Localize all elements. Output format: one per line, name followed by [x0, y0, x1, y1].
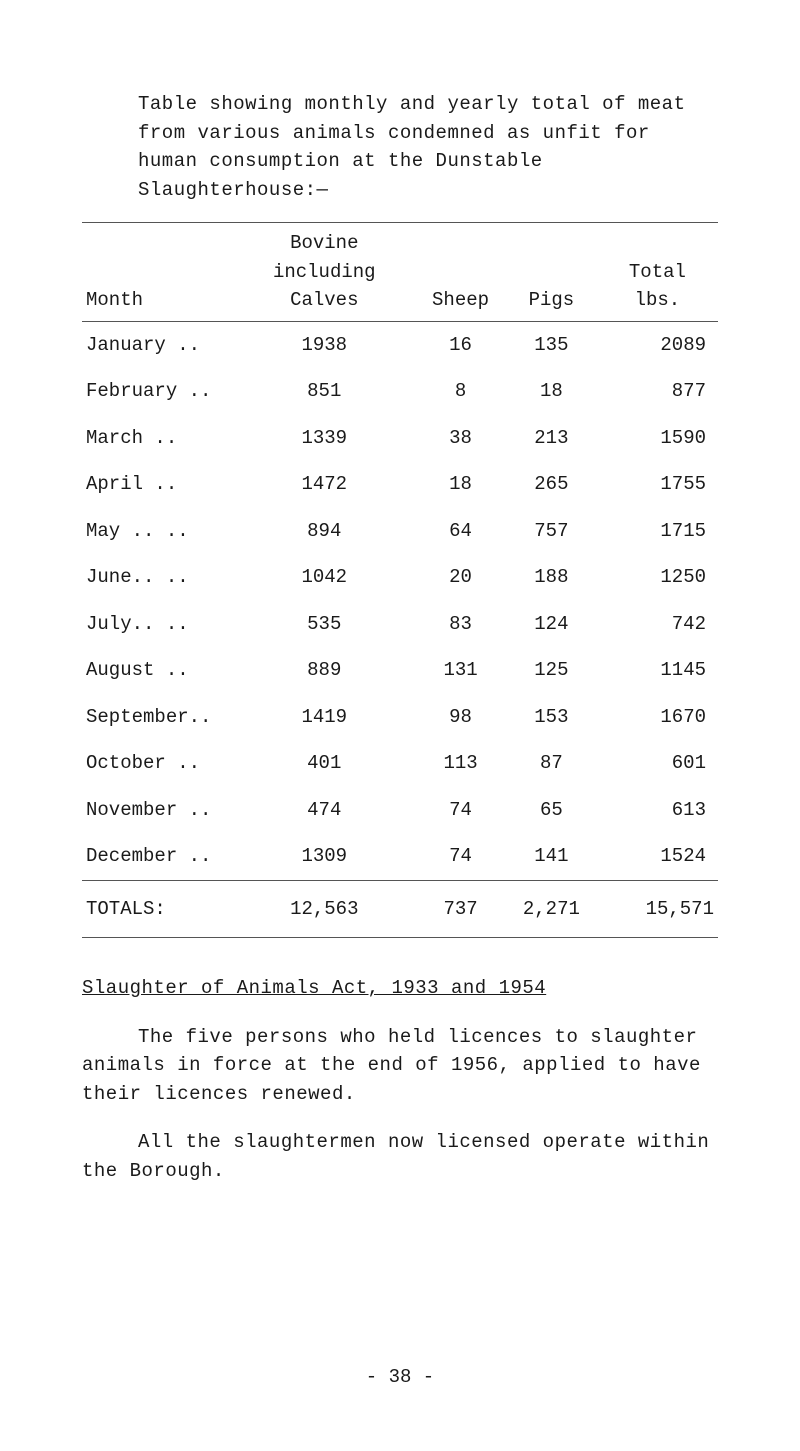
col-bovine-line1: Bovine	[290, 232, 358, 254]
cell-bovine: 1042	[233, 554, 415, 601]
cell-month: May .. ..	[82, 508, 233, 555]
cell-total: 613	[597, 787, 718, 834]
cell-sheep: 20	[415, 554, 506, 601]
cell-sheep: 64	[415, 508, 506, 555]
col-bovine: Bovine including Calves	[233, 223, 415, 322]
cell-bovine: 1309	[233, 833, 415, 880]
col-month: Month	[82, 223, 233, 322]
cell-total: 1145	[597, 647, 718, 694]
cell-pigs: 135	[506, 321, 597, 368]
cell-total: 1250	[597, 554, 718, 601]
paragraph-1-text: The five persons who held licences to sl…	[82, 1026, 701, 1105]
col-bovine-line2: including Calves	[273, 261, 376, 312]
cell-sheep: 18	[415, 461, 506, 508]
cell-sheep: 113	[415, 740, 506, 787]
cell-bovine: 1339	[233, 415, 415, 462]
cell-month: November ..	[82, 787, 233, 834]
cell-pigs: 757	[506, 508, 597, 555]
cell-month: September..	[82, 694, 233, 741]
cell-month: February ..	[82, 368, 233, 415]
cell-bovine: 1472	[233, 461, 415, 508]
paragraph-2-text: All the slaughtermen now licensed operat…	[82, 1131, 709, 1182]
cell-pigs: 265	[506, 461, 597, 508]
cell-total: 742	[597, 601, 718, 648]
cell-bovine: 535	[233, 601, 415, 648]
cell-pigs: 18	[506, 368, 597, 415]
cell-month: October ..	[82, 740, 233, 787]
col-pigs: Pigs	[506, 223, 597, 322]
cell-sheep: 74	[415, 787, 506, 834]
cell-total: 1590	[597, 415, 718, 462]
cell-total: 2089	[597, 321, 718, 368]
table-row: June.. ..1042201881250	[82, 554, 718, 601]
totals-row: TOTALS:12,5637372,27115,571	[82, 880, 718, 938]
cell-sheep: 131	[415, 647, 506, 694]
totals-label: TOTALS:	[82, 880, 233, 938]
cell-bovine: 894	[233, 508, 415, 555]
cell-sheep: 8	[415, 368, 506, 415]
intro-text: Table showing monthly and yearly total o…	[82, 90, 718, 204]
section-title: Slaughter of Animals Act, 1933 and 1954	[82, 974, 718, 1003]
cell-total: 1670	[597, 694, 718, 741]
cell-pigs: 188	[506, 554, 597, 601]
cell-pigs: 153	[506, 694, 597, 741]
cell-month: August ..	[82, 647, 233, 694]
cell-bovine: 851	[233, 368, 415, 415]
paragraph-1: The five persons who held licences to sl…	[82, 1023, 718, 1109]
cell-total: 1715	[597, 508, 718, 555]
table-row: December ..1309741411524	[82, 833, 718, 880]
intro-paragraph: Table showing monthly and yearly total o…	[82, 90, 718, 204]
cell-total: 1755	[597, 461, 718, 508]
cell-sheep: 38	[415, 415, 506, 462]
page-number: - 38 -	[0, 1363, 800, 1392]
cell-pigs: 141	[506, 833, 597, 880]
paragraph-2: All the slaughtermen now licensed operat…	[82, 1128, 718, 1185]
table-row: November ..4747465613	[82, 787, 718, 834]
cell-sheep: 16	[415, 321, 506, 368]
cell-bovine: 889	[233, 647, 415, 694]
table-row: April ..1472182651755	[82, 461, 718, 508]
cell-month: July.. ..	[82, 601, 233, 648]
cell-sheep: 98	[415, 694, 506, 741]
cell-month: April ..	[82, 461, 233, 508]
table-row: July.. ..53583124742	[82, 601, 718, 648]
totals-pigs: 2,271	[506, 880, 597, 938]
col-sheep: Sheep	[415, 223, 506, 322]
header-row: Month Bovine including Calves Sheep Pigs…	[82, 223, 718, 322]
cell-total: 601	[597, 740, 718, 787]
cell-bovine: 1938	[233, 321, 415, 368]
cell-month: March ..	[82, 415, 233, 462]
table-row: May .. ..894647571715	[82, 508, 718, 555]
table-row: February ..851818877	[82, 368, 718, 415]
cell-month: December ..	[82, 833, 233, 880]
cell-sheep: 83	[415, 601, 506, 648]
cell-bovine: 401	[233, 740, 415, 787]
cell-sheep: 74	[415, 833, 506, 880]
cell-pigs: 213	[506, 415, 597, 462]
table-row: January ..1938161352089	[82, 321, 718, 368]
cell-pigs: 87	[506, 740, 597, 787]
col-total: Total lbs.	[597, 223, 718, 322]
cell-month: January ..	[82, 321, 233, 368]
cell-bovine: 474	[233, 787, 415, 834]
cell-pigs: 65	[506, 787, 597, 834]
meat-table: Month Bovine including Calves Sheep Pigs…	[82, 222, 718, 938]
table-row: September..1419981531670	[82, 694, 718, 741]
table-row: October ..40111387601	[82, 740, 718, 787]
table-row: March ..1339382131590	[82, 415, 718, 462]
cell-pigs: 124	[506, 601, 597, 648]
cell-month: June.. ..	[82, 554, 233, 601]
cell-total: 1524	[597, 833, 718, 880]
totals-bovine: 12,563	[233, 880, 415, 938]
totals-sheep: 737	[415, 880, 506, 938]
table-row: August ..8891311251145	[82, 647, 718, 694]
cell-pigs: 125	[506, 647, 597, 694]
cell-bovine: 1419	[233, 694, 415, 741]
totals-total: 15,571	[597, 880, 718, 938]
cell-total: 877	[597, 368, 718, 415]
